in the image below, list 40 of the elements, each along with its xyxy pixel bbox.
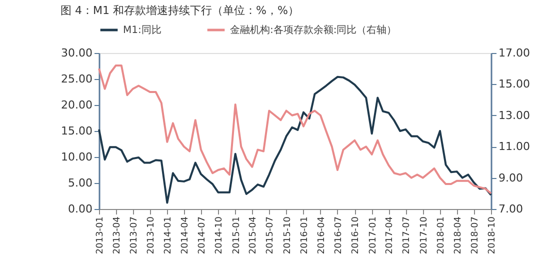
- x-tick-label: 2016-01: [300, 216, 310, 254]
- y2-tick-label: 13.00: [498, 108, 530, 122]
- x-tick-label: 2014-07: [197, 216, 208, 254]
- y-tick-label: 30.00: [61, 46, 92, 60]
- x-tick-label: 2013-10: [146, 216, 156, 254]
- x-tick-label: 2017-04: [385, 216, 396, 254]
- x-tick-label: 2015-07: [266, 216, 276, 254]
- y-tick-label: 25.00: [61, 72, 92, 86]
- x-tick-label: 2015-01: [232, 216, 242, 254]
- x-tick-label: 2016-04: [316, 216, 327, 254]
- y-tick-label: 20.00: [61, 98, 92, 112]
- x-tick-label: 2016-10: [351, 216, 362, 254]
- x-tick-label: 2013-07: [129, 216, 140, 254]
- x-tick-label: 2016-07: [334, 216, 344, 254]
- x-tick-label: 2013-04: [112, 216, 122, 254]
- x-tick-label: 2018-10: [488, 216, 498, 254]
- y2-tick-label: 9.00: [498, 171, 523, 184]
- y-tick-label: 0.00: [68, 202, 92, 216]
- x-tick-label: 2018-01: [436, 216, 447, 254]
- x-tick-label: 2018-07: [470, 216, 480, 254]
- x-tick-label: 2015-10: [282, 216, 293, 254]
- x-tick-label: 2014-04: [180, 216, 190, 254]
- y2-tick-label: 15.00: [498, 78, 530, 91]
- y-tick-label: 5.00: [68, 176, 92, 190]
- y-tick-label: 10.00: [61, 150, 92, 164]
- y2-tick-label: 11.00: [498, 140, 530, 154]
- legend-label: 金融机构:各项存款余额:同比（右轴）: [230, 24, 397, 36]
- x-tick-label: 2014-01: [164, 216, 174, 254]
- x-tick-label: 2013-01: [96, 216, 106, 254]
- y2-tick-label: 7.00: [498, 202, 523, 216]
- y-tick-label: 15.00: [61, 124, 92, 138]
- y2-tick-label: 17.00: [498, 46, 530, 60]
- x-tick-label: 2017-01: [368, 216, 378, 254]
- chart-title: 图 4：M1 和存款增速持续下行（单位：%，%）: [60, 4, 299, 17]
- x-tick-label: 2014-10: [214, 216, 225, 254]
- x-tick-label: 2017-07: [402, 216, 412, 254]
- x-tick-label: 2015-04: [248, 216, 259, 254]
- x-tick-label: 2017-10: [419, 216, 430, 254]
- x-tick-label: 2018-04: [453, 216, 464, 254]
- legend-label: M1:同比: [123, 24, 162, 36]
